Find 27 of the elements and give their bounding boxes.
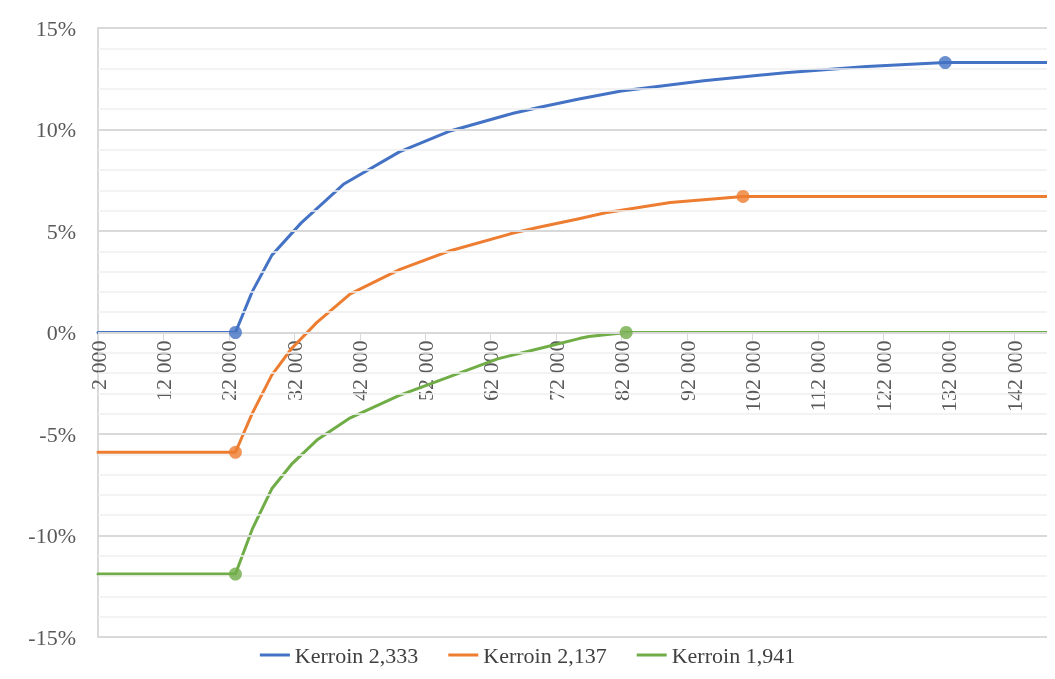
- x-tick-label: 92 000: [674, 340, 700, 401]
- x-tick-label: 112 000: [805, 340, 831, 412]
- x-tick-label: 12 000: [150, 340, 176, 401]
- x-tick-label: 142 000: [1001, 340, 1027, 412]
- point: [736, 189, 750, 203]
- y-tick-label: 5%: [46, 218, 76, 244]
- legend-label: Kerroin 2,137: [483, 642, 607, 668]
- point: [228, 445, 242, 459]
- y-tick-label: -10%: [28, 523, 76, 548]
- point: [228, 567, 242, 581]
- y-tick-label: -15%: [28, 624, 76, 650]
- x-tick-label: 42 000: [347, 340, 373, 401]
- x-tick-label: 102 000: [739, 340, 765, 412]
- point: [619, 326, 633, 339]
- legend-label: Kerroin 2,333: [294, 642, 419, 668]
- point: [938, 56, 952, 70]
- x-tick-label: 2 000: [85, 340, 111, 390]
- x-tick-label: 122 000: [870, 340, 896, 412]
- y-tick-label: -5%: [39, 421, 76, 447]
- y-tick-label: 15%: [35, 15, 76, 41]
- x-tick-label: 22 000: [216, 340, 242, 401]
- y-tick-label: 10%: [35, 117, 76, 142]
- point: [228, 326, 242, 339]
- x-tick-label: 82 000: [609, 340, 635, 401]
- x-tick-label: 132 000: [936, 340, 962, 412]
- y-tick-label: 0%: [46, 320, 76, 345]
- legend-label: Kerroin 1,941: [671, 642, 796, 668]
